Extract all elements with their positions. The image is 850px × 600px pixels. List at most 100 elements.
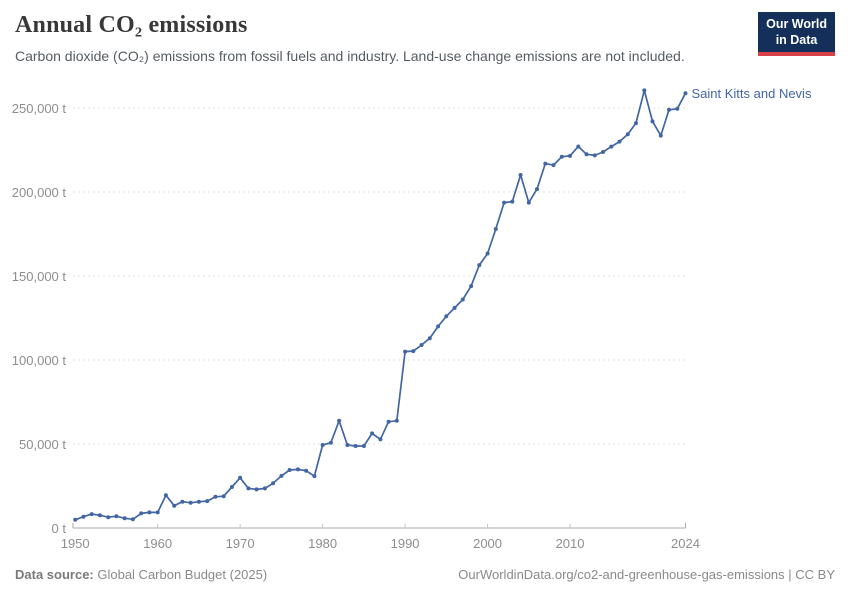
data-point-2017[interactable] [625,132,630,137]
y-axis-label-150000: 150,000 t [11,268,66,284]
data-point-1982[interactable] [337,418,342,423]
data-point-2005[interactable] [526,200,531,205]
x-axis-label-2010: 2010 [555,536,585,551]
data-point-1963[interactable] [180,499,185,504]
data-point-2024[interactable] [683,91,688,96]
data-point-1972[interactable] [254,487,259,492]
data-point-2008[interactable] [551,163,556,168]
data-point-1968[interactable] [221,494,226,499]
data-point-1987[interactable] [378,437,383,442]
data-point-1973[interactable] [262,486,267,491]
data-point-2020[interactable] [650,119,655,124]
x-axis-label-1990: 1990 [390,536,420,551]
data-point-2014[interactable] [601,150,605,154]
data-source[interactable]: Data source: Global Carbon Budget (2025) [15,567,267,582]
y-axis-label-100000: 100,000 t [11,352,66,368]
x-axis-label-1970: 1970 [225,536,255,551]
chart-subtitle: Carbon dioxide (CO₂) emissions from foss… [15,48,685,64]
data-source-label: Data source: [15,567,94,582]
series-label-saint-kitts-and-nevis[interactable]: Saint Kitts and Nevis [691,86,812,102]
data-point-2022[interactable] [667,107,671,112]
data-point-1996[interactable] [452,305,457,310]
data-point-1975[interactable] [279,473,284,478]
data-point-1977[interactable] [295,467,300,472]
data-point-1955[interactable] [114,514,119,519]
data-point-1960[interactable] [155,510,160,515]
chart-title: Annual CO₂ emissions [15,12,248,38]
x-axis-label-1960: 1960 [143,536,173,551]
x-axis-label-1980: 1980 [308,536,338,551]
y-axis-label-250000: 250,000 t [11,100,66,116]
data-point-2004[interactable] [518,173,523,177]
data-point-1985[interactable] [361,444,366,448]
data-point-1983[interactable] [345,443,350,447]
data-point-1979[interactable] [312,474,317,479]
data-point-1966[interactable] [205,499,210,504]
data-point-1994[interactable] [436,324,441,329]
data-point-1998[interactable] [469,284,474,289]
data-point-1961[interactable] [163,493,168,498]
data-point-2000[interactable] [485,251,490,256]
data-point-1969[interactable] [229,485,234,489]
data-point-1978[interactable] [304,468,309,473]
y-axis-label-0: 0 t [51,520,66,536]
data-point-1999[interactable] [477,263,482,268]
data-point-1954[interactable] [106,515,111,520]
data-point-1956[interactable] [122,516,127,521]
data-point-2001[interactable] [493,227,498,231]
data-point-2016[interactable] [617,139,622,144]
data-point-1951[interactable] [81,514,86,519]
data-point-1964[interactable] [188,500,193,505]
data-point-1997[interactable] [460,297,465,302]
y-axis-label-200000: 200,000 t [11,184,66,200]
data-point-1952[interactable] [89,512,94,517]
owid-logo-line2: in Data [775,32,818,47]
data-point-1989[interactable] [394,418,399,423]
data-point-1974[interactable] [271,481,276,486]
data-point-1988[interactable] [386,419,391,424]
chart-header: Annual CO₂ emissions Carbon dioxide (CO₂… [15,12,755,64]
canonical-link[interactable]: OurWorldinData.org/co2-and-greenhouse-ga… [458,567,835,582]
data-point-1970[interactable] [238,475,243,480]
data-point-1971[interactable] [246,486,251,491]
data-point-1953[interactable] [97,513,102,518]
data-point-2003[interactable] [510,199,515,204]
data-point-1957[interactable] [130,517,135,522]
data-point-2023[interactable] [675,106,680,111]
data-point-2019[interactable] [642,88,647,93]
data-point-2012[interactable] [584,152,589,157]
data-point-1990[interactable] [403,349,408,354]
x-axis-label-2000: 2000 [473,536,503,551]
data-point-1967[interactable] [213,494,218,499]
data-point-1965[interactable] [196,499,201,504]
data-point-1981[interactable] [328,440,333,445]
data-point-1959[interactable] [147,510,152,515]
data-point-1958[interactable] [139,511,144,516]
data-point-2018[interactable] [634,121,638,126]
data-point-1980[interactable] [320,443,325,447]
owid-logo-line1: Our World [766,17,827,31]
data-point-2002[interactable] [502,200,507,205]
data-source-text: Global Carbon Budget (2025) [93,567,268,582]
data-point-1986[interactable] [370,431,375,436]
data-point-2013[interactable] [592,153,597,158]
data-point-1950[interactable] [73,517,78,522]
data-point-1976[interactable] [287,468,292,472]
data-point-1993[interactable] [427,336,432,341]
data-point-1991[interactable] [411,349,416,354]
data-point-2007[interactable] [543,161,548,166]
data-point-2011[interactable] [576,144,581,149]
data-point-1962[interactable] [172,503,177,508]
data-point-2010[interactable] [568,153,572,158]
data-point-2021[interactable] [658,133,663,138]
y-axis-label-50000: 50,000 t [19,436,66,452]
data-point-1984[interactable] [353,444,358,448]
data-point-1995[interactable] [444,314,449,319]
data-point-2009[interactable] [559,154,564,159]
data-point-2006[interactable] [535,187,539,192]
data-point-1992[interactable] [419,343,424,347]
owid-logo[interactable]: Our World in Data [758,12,835,57]
data-point-2015[interactable] [609,144,614,149]
